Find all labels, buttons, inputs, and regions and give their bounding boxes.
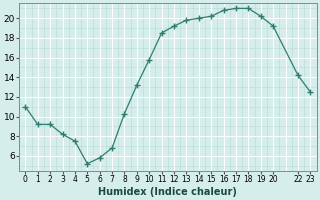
X-axis label: Humidex (Indice chaleur): Humidex (Indice chaleur)	[98, 187, 237, 197]
